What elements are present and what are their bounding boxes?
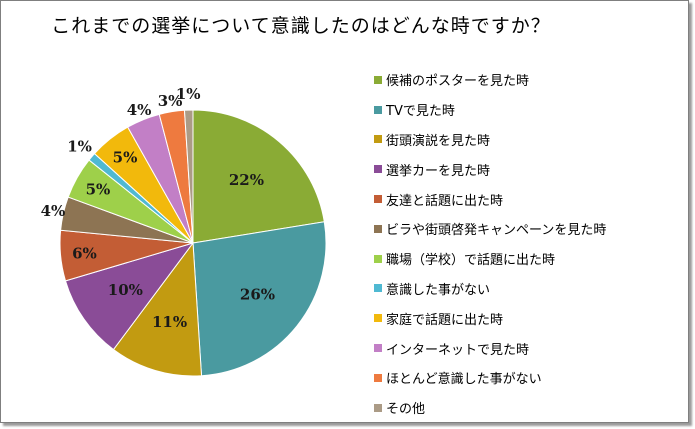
legend-swatch: [374, 75, 382, 84]
legend-label: インターネットで見た時: [386, 342, 530, 358]
legend-swatch: [374, 284, 382, 293]
legend-item-2: TVで見た時: [374, 95, 684, 125]
legend-item-9: 家庭で話題に出た時: [374, 303, 684, 333]
legend-label: ほとんど意識した事がない: [386, 372, 542, 388]
legend-swatch: [374, 195, 382, 204]
legend-item-5: 友達と話題に出た時: [374, 184, 684, 214]
legend: 候補のポスターを見た時 TVで見た時街頭演説を見た時 選挙カーを見た時 友達と話題に出…: [374, 65, 684, 423]
slice-label-8: 1%: [67, 137, 92, 155]
legend-label: 候補のポスターを見た時: [386, 74, 530, 90]
legend-item-1: 候補のポスターを見た時: [374, 65, 684, 95]
legend-swatch: [374, 165, 382, 174]
legend-swatch: [374, 254, 382, 263]
legend-item-7: 職場（学校）で話題に出た時: [374, 244, 684, 274]
legend-label: その他: [386, 402, 426, 418]
pie-slice-4: [64, 242, 195, 351]
slice-label-1: 22%: [229, 171, 264, 189]
legend-label: ビラや街頭啓発キャンペーンを見た時: [386, 223, 607, 239]
slice-label-6: 4%: [41, 202, 66, 220]
slice-label-2: 26%: [240, 285, 275, 303]
legend-swatch: [374, 403, 382, 412]
legend-item-4: 選挙カーを見た時: [374, 154, 684, 184]
legend-label: 街頭演説を見た時: [386, 133, 491, 149]
legend-swatch: [374, 105, 382, 114]
legend-swatch: [374, 344, 382, 353]
slice-label-10: 4%: [127, 101, 152, 119]
slice-label-3: 11%: [152, 313, 187, 331]
chart-title: これまでの選挙について意識したのはどんな時ですか？: [51, 15, 551, 37]
pie-slice-3: [112, 241, 203, 377]
legend-item-6: ビラや街頭啓発キャンペーンを見た時: [374, 214, 684, 244]
legend-swatch: [374, 373, 382, 382]
slice-label-4: 10%: [108, 281, 143, 299]
slice-label-12: 1%: [176, 85, 201, 103]
pie-slice-1: [192, 109, 325, 244]
legend-item-11: ほとんど意識した事がない: [374, 363, 684, 393]
slice-label-11: 3%: [158, 92, 183, 110]
legend-swatch: [374, 224, 382, 233]
legend-label: TVで見た時: [386, 104, 455, 120]
legend-swatch: [374, 314, 382, 323]
legend-swatch: [374, 135, 382, 144]
legend-label: 意識した事がない: [386, 282, 491, 298]
legend-item-12: その他: [374, 393, 684, 423]
slice-label-7: 5%: [86, 180, 111, 198]
slice-label-5: 6%: [72, 244, 97, 262]
legend-item-8: 意識した事がない: [374, 274, 684, 304]
legend-label: 職場（学校）で話題に出た時: [386, 253, 556, 269]
pie-slice-12: [183, 109, 194, 244]
pie-chart: 22%26%11%10%6%4%5%1%5%4% 3%1%: [41, 85, 327, 377]
legend-label: 友達と話題に出た時: [386, 193, 504, 209]
pie-slice-2: [192, 221, 327, 377]
legend-label: 選挙カーを見た時: [386, 163, 491, 179]
legend-item-3: 街頭演説を見た時: [374, 125, 684, 155]
chart-frame: これまでの選挙について意識したのはどんな時ですか？ 22% 26% 11% 10% 6%…: [0, 0, 689, 423]
slice-label-9: 5%: [113, 149, 138, 167]
legend-item-10: インターネットで見た時: [374, 333, 684, 363]
legend-label: 家庭で話題に出た時: [386, 312, 504, 328]
